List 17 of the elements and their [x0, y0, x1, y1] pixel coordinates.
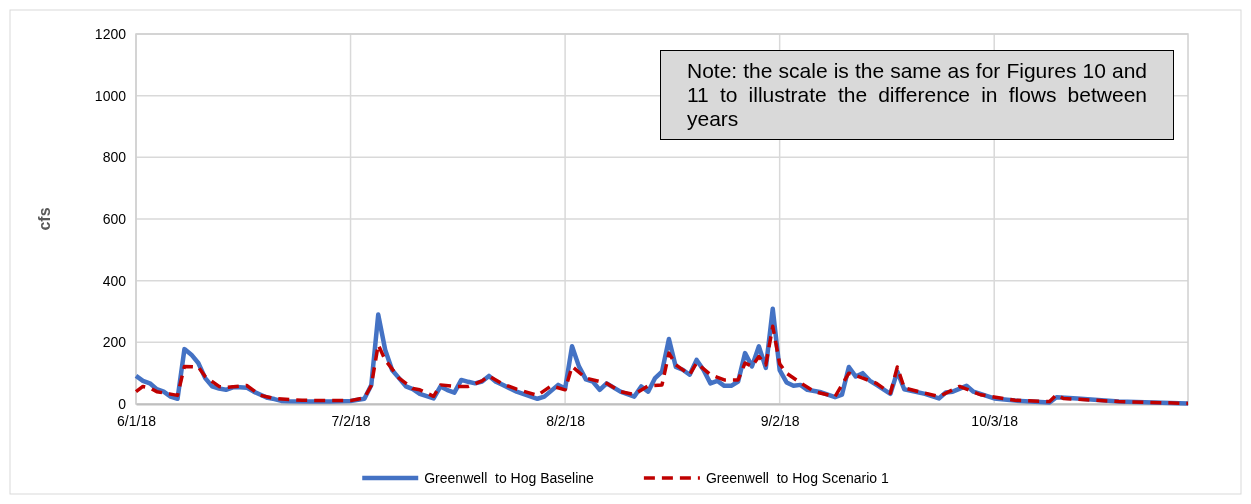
x-tick-label: 8/2/18 — [546, 412, 586, 429]
y-tick-label: 1200 — [94, 25, 127, 42]
y-tick-label: 600 — [102, 210, 127, 227]
annotation: Note: the scale is the same as for Figures 10 and 11 to illustrate the difference in flows between years — [660, 50, 1174, 140]
x-tick-label: 7/2/18 — [331, 412, 371, 429]
x-tick-label: 9/2/18 — [760, 412, 800, 429]
y-tick-label: 0 — [118, 395, 127, 412]
y-axis-title: cfs — [36, 207, 53, 231]
x-tick-label: 10/3/18 — [971, 412, 1019, 429]
x-tick-label: 6/1/18 — [117, 412, 157, 429]
line-series — [134, 324, 1190, 406]
y-tick-label: 800 — [102, 149, 127, 166]
legend-label: Greenwell to Hog Scenario 1 — [705, 470, 889, 486]
y-tick-label: 400 — [102, 272, 127, 289]
y-tick-label: 1000 — [94, 87, 127, 104]
legend-label: Greenwell to Hog Baseline — [424, 470, 595, 486]
y-tick-label: 200 — [102, 334, 127, 351]
